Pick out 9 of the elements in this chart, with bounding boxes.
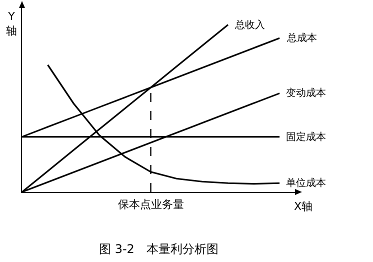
series-label: 变动成本 [286, 87, 326, 99]
y-axis-title: Y轴 [6, 10, 17, 38]
text: 图 3-2 本量利分析图 [99, 242, 218, 256]
series-label: 总收入 [234, 19, 265, 31]
text: 保本点业务量 [118, 198, 184, 211]
series-label: 单位成本 [286, 177, 326, 189]
series-label: 总成本 [286, 32, 317, 44]
series-label: 固定成本 [286, 131, 326, 143]
x-axis-title: X轴 [294, 200, 313, 213]
